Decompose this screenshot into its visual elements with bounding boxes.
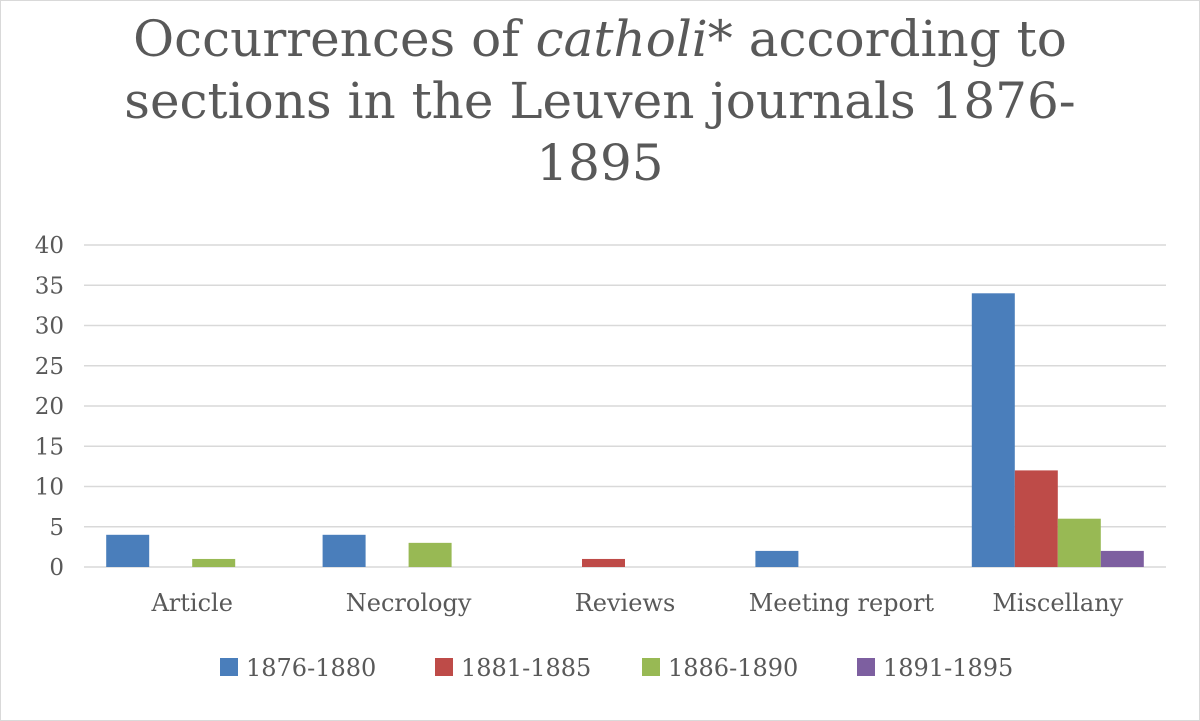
y-tick-label: 30 [35,314,64,340]
bar [408,542,452,567]
bar [582,558,625,567]
chart-title-text: Occurrences of [133,10,536,68]
chart-title-text: 1895 [536,134,664,192]
chart-title-line: Occurrences of catholi* according to [0,8,1200,70]
legend-swatch [435,658,453,676]
x-category-label: Meeting report [749,589,935,617]
y-tick-label: 35 [35,273,64,299]
y-tick-label: 5 [49,515,64,541]
chart-title-line: sections in the Leuven journals 1876- [0,70,1200,132]
x-category-label: Necrology [346,589,472,617]
chart-title-text: according to [732,10,1067,68]
x-category-label: Miscellany [992,589,1123,617]
legend-swatch [220,658,238,676]
legend-label: 1881-1885 [461,654,591,682]
legend-label: 1886-1890 [668,654,798,682]
bar [192,558,236,567]
y-tick-label: 10 [35,475,64,501]
bar [322,534,366,567]
chart-title-italic-term: catholi* [535,10,733,68]
chart-title: Occurrences of catholi* according to sect… [0,8,1200,194]
bar [1100,550,1144,567]
chart-title-text: sections in the Leuven journals 1876- [124,72,1076,130]
x-category-label: Reviews [575,589,676,617]
legend-label: 1891-1895 [883,654,1013,682]
bar [106,534,150,567]
bar [971,293,1015,567]
x-category-label: Article [150,589,232,617]
y-tick-label: 15 [35,434,64,460]
bar [1014,470,1058,567]
legend-swatch [642,658,660,676]
y-tick-label: 40 [35,233,64,259]
legend-label: 1876-1880 [246,654,376,682]
y-tick-label: 25 [35,354,64,380]
bar [755,550,799,567]
legend-swatch [857,658,875,676]
bar [1057,518,1101,567]
chart-title-line: 1895 [0,132,1200,194]
y-tick-label: 20 [35,394,64,420]
y-tick-label: 0 [49,555,64,581]
